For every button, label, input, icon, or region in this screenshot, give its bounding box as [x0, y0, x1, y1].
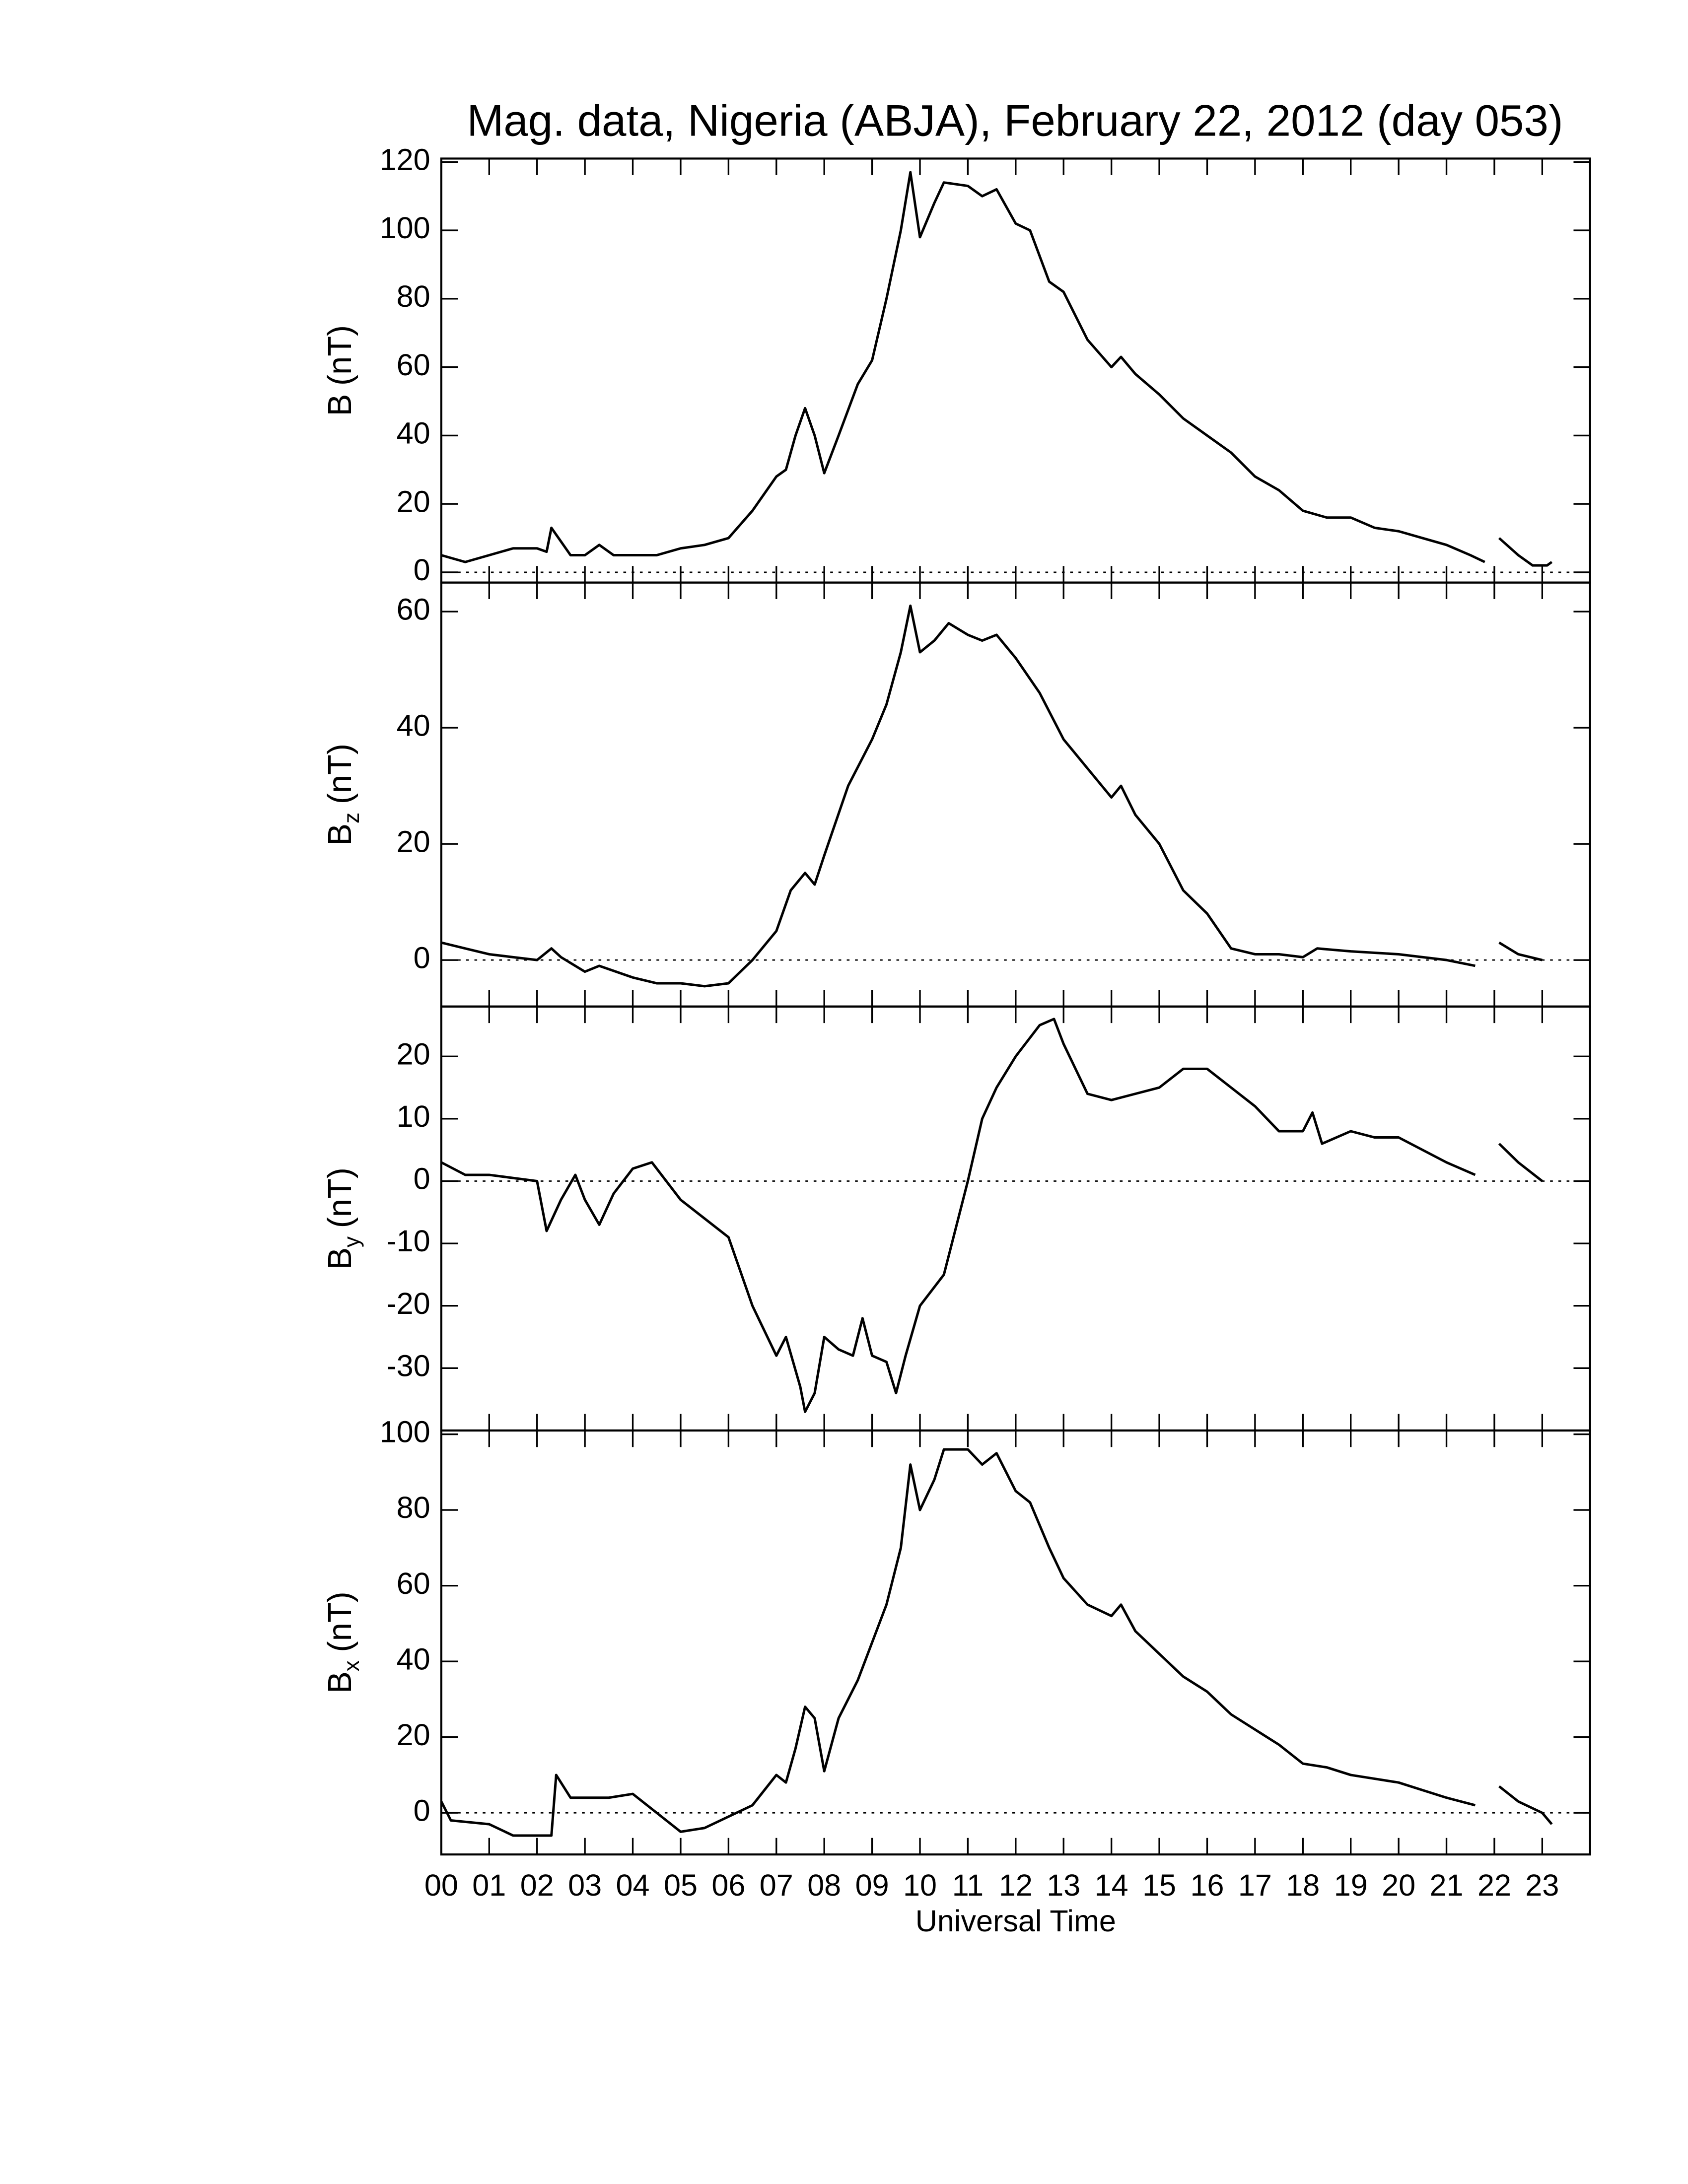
- y-tick-label: 10: [397, 1099, 430, 1133]
- panel-frame: [440, 1429, 1591, 1856]
- x-tick-label: 12: [999, 1868, 1033, 1902]
- x-tick-label: 01: [472, 1868, 506, 1902]
- x-tick-label: 15: [1142, 1868, 1176, 1902]
- x-tick-label: 00: [424, 1868, 458, 1902]
- y-tick-label: -10: [386, 1224, 430, 1258]
- y-tick-label: 40: [397, 416, 430, 450]
- y-tick-label: 20: [397, 1037, 430, 1071]
- y-label-unit: (nT): [321, 1167, 358, 1228]
- data-line: [440, 1448, 1553, 1837]
- x-axis-label: Universal Time: [915, 1904, 1116, 1938]
- x-tick-label: 09: [855, 1868, 889, 1902]
- y-tick-label: 100: [380, 211, 430, 245]
- y-axis-label: Bz (nT): [321, 744, 363, 846]
- x-tick-label: 03: [568, 1868, 602, 1902]
- y-tick-label: 40: [397, 1642, 430, 1676]
- x-tick-label: 22: [1477, 1868, 1511, 1902]
- y-tick-label: 0: [414, 553, 430, 587]
- y-tick-label: 60: [397, 592, 430, 626]
- y-tick-label: -20: [386, 1287, 430, 1320]
- x-tick-label: 02: [520, 1868, 554, 1902]
- data-line: [441, 171, 1553, 567]
- y-tick-label: 20: [397, 824, 430, 858]
- data-line: [440, 1018, 1543, 1413]
- y-label-sub: z: [340, 813, 364, 823]
- x-tick-label: 16: [1190, 1868, 1224, 1902]
- y-label-unit: (nT): [321, 325, 358, 386]
- panel-frame: [440, 581, 1591, 1008]
- y-label-text: B: [321, 1671, 358, 1693]
- panel-frame: [440, 1005, 1591, 1432]
- x-tick-label: 23: [1525, 1868, 1559, 1902]
- y-tick-label: 20: [397, 484, 430, 518]
- y-tick-label: 20: [397, 1718, 430, 1752]
- y-tick-label: -30: [386, 1349, 430, 1382]
- chart-title: Mag. data, Nigeria (ABJA), February 22, …: [467, 96, 1563, 145]
- y-tick-label: 0: [414, 1793, 430, 1827]
- y-tick-label: 100: [380, 1415, 430, 1449]
- y-label-unit: (nT): [321, 1591, 358, 1652]
- x-tick-label: 08: [807, 1868, 841, 1902]
- y-tick-label: 60: [397, 1567, 430, 1600]
- y-tick-label: 40: [397, 708, 430, 742]
- x-tick-label: 19: [1334, 1868, 1368, 1902]
- y-axis-label: B (nT): [321, 325, 358, 416]
- y-tick-label: 0: [414, 941, 430, 974]
- x-tick-label: 20: [1382, 1868, 1415, 1902]
- y-tick-label: 0: [414, 1162, 430, 1196]
- x-tick-label: 17: [1238, 1868, 1272, 1902]
- y-label-text: B: [321, 394, 358, 416]
- x-tick-label: 21: [1430, 1868, 1464, 1902]
- x-tick-label: 10: [903, 1868, 937, 1902]
- data-line: [441, 604, 1543, 988]
- x-tick-label: 13: [1047, 1868, 1080, 1902]
- y-axis-label: By (nT): [321, 1167, 363, 1270]
- y-label-unit: (nT): [321, 744, 358, 804]
- y-axis-label: Bx (nT): [321, 1591, 363, 1694]
- y-label-sub: x: [340, 1660, 364, 1671]
- y-label-text: B: [321, 1247, 358, 1269]
- y-tick-label: 80: [397, 1491, 430, 1524]
- x-tick-label: 07: [760, 1868, 793, 1902]
- x-tick-label: 04: [616, 1868, 650, 1902]
- y-label-text: B: [321, 823, 358, 845]
- x-tick-label: 18: [1286, 1868, 1320, 1902]
- y-tick-label: 80: [397, 279, 430, 313]
- y-tick-label: 120: [380, 142, 430, 176]
- x-tick-label: 11: [952, 1868, 984, 1902]
- x-tick-label: 05: [664, 1868, 698, 1902]
- y-tick-label: 60: [397, 348, 430, 382]
- y-label-sub: y: [340, 1236, 364, 1247]
- x-tick-label: 14: [1095, 1868, 1128, 1902]
- x-tick-label: 06: [711, 1868, 745, 1902]
